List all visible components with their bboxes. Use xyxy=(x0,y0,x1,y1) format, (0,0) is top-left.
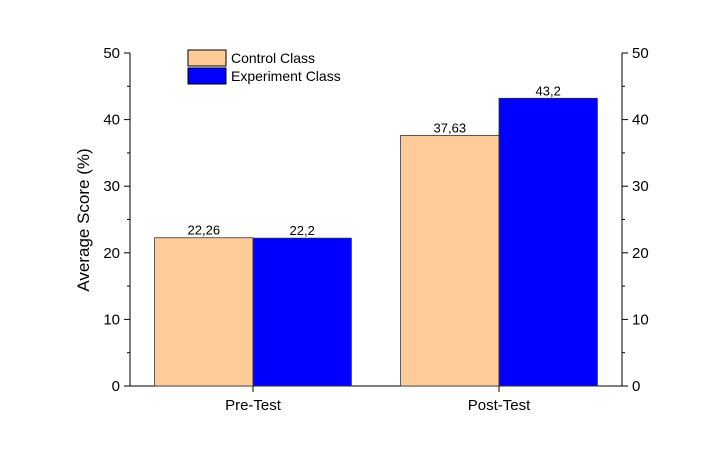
y-tick-label-right: 50 xyxy=(632,45,649,62)
legend: Control Class Experiment Class xyxy=(187,49,341,85)
y-tick-label-right: 20 xyxy=(632,245,649,262)
y-tick-label-right: 30 xyxy=(632,178,649,195)
bar-1-1 xyxy=(498,97,598,387)
y-tick-label-right: 40 xyxy=(632,112,649,129)
bar-0-0 xyxy=(154,237,254,387)
y-tick-label-left: 40 xyxy=(103,112,120,129)
legend-label-0: Control Class xyxy=(231,50,315,66)
data-label-1-1: 43,2 xyxy=(536,83,561,98)
y-tick-label-left: 30 xyxy=(103,178,120,195)
y-tick-label-left: 10 xyxy=(103,311,120,328)
bars: 22,26 22,2 37,63 43,2 xyxy=(154,83,598,387)
data-label-1-0: 22,2 xyxy=(290,223,315,238)
y-tick-label-right: 0 xyxy=(632,378,640,395)
y-tick-label-right: 10 xyxy=(632,311,649,328)
y-axis-title: Average Score (%) xyxy=(74,148,93,291)
y-tick-label-left: 50 xyxy=(103,45,120,62)
x-tick-label-1: Post-Test xyxy=(468,397,531,414)
data-label-0-1: 37,63 xyxy=(434,120,467,135)
legend-swatch-0 xyxy=(187,49,227,67)
bar-0-1 xyxy=(400,134,500,387)
y-tick-label-left: 0 xyxy=(112,378,120,395)
y-tick-label-left: 20 xyxy=(103,245,120,262)
data-label-0-0: 22,26 xyxy=(188,223,221,238)
x-tick-label-0: Pre-Test xyxy=(225,397,282,414)
legend-swatch-1 xyxy=(187,67,227,85)
bar-1-0 xyxy=(252,237,352,387)
legend-label-1: Experiment Class xyxy=(231,68,341,84)
axes: 0 0 10 10 20 20 30 30 40 40 50 50 Pre-Test Post-Test xyxy=(103,45,648,414)
